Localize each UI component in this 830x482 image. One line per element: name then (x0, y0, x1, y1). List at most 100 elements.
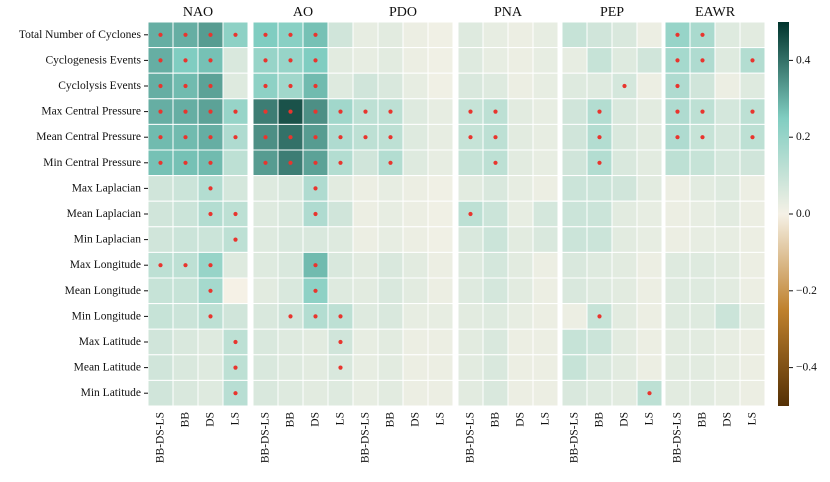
significance-dot (313, 135, 318, 140)
column-tick-label: BB (285, 412, 297, 428)
heatmap-cell (402, 98, 429, 125)
significance-dot (263, 32, 268, 37)
heatmap-cell (714, 379, 741, 407)
heatmap-cell (611, 251, 638, 279)
heatmap-cell (636, 226, 663, 253)
heatmap-cell (427, 379, 454, 407)
heatmap-cell (532, 200, 559, 228)
heatmap-cell (402, 47, 429, 74)
heatmap-cell (507, 149, 534, 177)
significance-dot (675, 58, 680, 63)
heatmap-cell (302, 328, 329, 356)
heatmap-cell (222, 149, 249, 177)
significance-dot (263, 135, 268, 140)
heatmap-cell (532, 149, 559, 177)
heatmap-cell (222, 277, 249, 305)
heatmap-cell (507, 328, 534, 356)
heatmap-cell (611, 379, 638, 407)
heatmap-cell (507, 251, 534, 279)
heatmap-cell (664, 251, 691, 279)
significance-dot (263, 58, 268, 63)
heatmap-cell (714, 98, 741, 125)
heatmap-cell (252, 251, 279, 279)
heatmap-cell (739, 303, 766, 330)
heatmap-cell (586, 200, 613, 228)
heatmap-cell (482, 354, 509, 381)
heatmap-cell (664, 379, 691, 407)
colorbar-gradient (778, 22, 789, 406)
heatmap-cell (739, 175, 766, 202)
significance-dot (288, 83, 293, 89)
heatmap-cell (636, 251, 663, 279)
significance-dot (468, 211, 473, 217)
heatmap-cell (277, 226, 304, 253)
significance-dot (700, 32, 705, 37)
heatmap-cell (197, 175, 224, 202)
heatmap-cell (636, 72, 663, 100)
heatmap-cell (277, 175, 304, 202)
heatmap-cell (561, 21, 588, 49)
heatmap-cell (197, 379, 224, 407)
heatmap-cell (636, 303, 663, 330)
heatmap-cell (302, 379, 329, 407)
heatmap-cell (586, 123, 613, 151)
heatmap-cell (427, 277, 454, 305)
significance-dot (313, 32, 318, 37)
heatmap-cell (561, 354, 588, 381)
heatmap-cell (427, 175, 454, 202)
significance-dot (700, 109, 705, 114)
significance-dot (233, 211, 238, 217)
significance-dot (363, 135, 368, 140)
heatmap-cell (327, 226, 354, 253)
heatmap-cell (327, 175, 354, 202)
row-tick-label: Max Latitude (79, 336, 141, 348)
heatmap-cell (714, 277, 741, 305)
heatmap-cell (352, 354, 379, 381)
heatmap-cell (252, 200, 279, 228)
heatmap-cell (147, 303, 174, 330)
heatmap-cell (739, 328, 766, 356)
column-tick-label: BB (594, 412, 606, 428)
heatmap-cell (532, 47, 559, 74)
heatmap-cell (482, 226, 509, 253)
heatmap-cell (172, 354, 199, 381)
heatmap-cell (457, 277, 484, 305)
heatmap-cell (427, 21, 454, 49)
heatmap-cell (689, 149, 716, 177)
heatmap-cell (689, 277, 716, 305)
significance-dot (622, 83, 627, 89)
significance-dot (675, 32, 680, 37)
heatmap-cell (252, 277, 279, 305)
heatmap-cell (611, 354, 638, 381)
heatmap-cell (377, 379, 404, 407)
heatmap-cell (532, 277, 559, 305)
heatmap-cell (427, 200, 454, 228)
heatmap-cell (561, 175, 588, 202)
heatmap-cell (457, 226, 484, 253)
heatmap-cell (507, 200, 534, 228)
significance-dot (750, 109, 755, 114)
significance-dot (313, 314, 318, 319)
significance-dot (288, 32, 293, 37)
heatmap-cell (532, 123, 559, 151)
heatmap-cell (302, 226, 329, 253)
heatmap-cell (561, 123, 588, 151)
colorbar-tick-label: 0.0 (796, 208, 811, 220)
heatmap-cell (586, 72, 613, 100)
heatmap-cell (377, 277, 404, 305)
colorbar-tick-label: 0.2 (796, 131, 811, 143)
heatmap-cell (636, 123, 663, 151)
heatmap-cell (327, 200, 354, 228)
heatmap-cell (561, 98, 588, 125)
column-tick-label: LS (435, 412, 447, 425)
heatmap-cell (147, 277, 174, 305)
row-tick-label: Min Laplacian (74, 234, 142, 246)
heatmap-cell (427, 123, 454, 151)
heatmap-cell (532, 175, 559, 202)
heatmap-cell (561, 303, 588, 330)
heatmap-cell (402, 379, 429, 407)
heatmap-cell (507, 226, 534, 253)
heatmap-cell (252, 354, 279, 381)
significance-dot (700, 58, 705, 63)
